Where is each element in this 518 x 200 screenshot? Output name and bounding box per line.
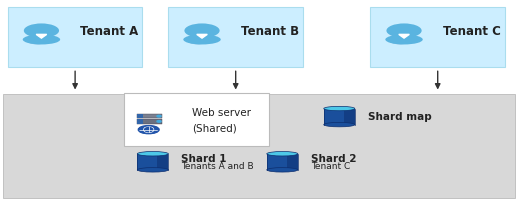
FancyBboxPatch shape bbox=[370, 8, 505, 68]
Polygon shape bbox=[399, 35, 409, 39]
Polygon shape bbox=[324, 109, 355, 125]
FancyBboxPatch shape bbox=[124, 94, 269, 146]
Text: Web server: Web server bbox=[192, 107, 251, 117]
Text: Tenant B: Tenant B bbox=[241, 25, 299, 37]
FancyBboxPatch shape bbox=[8, 8, 142, 68]
Ellipse shape bbox=[324, 123, 355, 127]
Ellipse shape bbox=[186, 35, 209, 45]
Text: Shard 2: Shard 2 bbox=[311, 153, 356, 163]
Ellipse shape bbox=[324, 107, 355, 111]
Text: Tenant A: Tenant A bbox=[80, 25, 138, 37]
Circle shape bbox=[157, 121, 161, 123]
Text: Tenants A and B: Tenants A and B bbox=[181, 161, 254, 170]
Ellipse shape bbox=[183, 35, 221, 45]
FancyBboxPatch shape bbox=[137, 114, 143, 119]
Ellipse shape bbox=[137, 152, 168, 156]
Text: Tenant C: Tenant C bbox=[311, 161, 350, 170]
Text: Shard 1: Shard 1 bbox=[181, 153, 227, 163]
Polygon shape bbox=[267, 154, 298, 170]
Ellipse shape bbox=[385, 35, 423, 45]
Polygon shape bbox=[157, 154, 168, 170]
Ellipse shape bbox=[267, 168, 298, 172]
Circle shape bbox=[157, 116, 161, 117]
Ellipse shape bbox=[386, 24, 422, 39]
Ellipse shape bbox=[267, 152, 298, 156]
FancyBboxPatch shape bbox=[137, 120, 143, 124]
Text: Shard map: Shard map bbox=[368, 111, 431, 121]
Ellipse shape bbox=[26, 35, 48, 45]
Polygon shape bbox=[344, 109, 355, 125]
Ellipse shape bbox=[137, 168, 168, 172]
Ellipse shape bbox=[23, 35, 60, 45]
Ellipse shape bbox=[184, 24, 220, 39]
FancyBboxPatch shape bbox=[168, 8, 303, 68]
Polygon shape bbox=[287, 154, 298, 170]
Polygon shape bbox=[137, 154, 168, 170]
Ellipse shape bbox=[388, 35, 411, 45]
Text: (Shared): (Shared) bbox=[192, 123, 236, 133]
FancyBboxPatch shape bbox=[137, 114, 162, 119]
Polygon shape bbox=[197, 35, 207, 39]
FancyBboxPatch shape bbox=[137, 120, 162, 124]
FancyBboxPatch shape bbox=[3, 95, 515, 198]
Polygon shape bbox=[36, 35, 47, 39]
Text: Tenant C: Tenant C bbox=[443, 25, 501, 37]
Ellipse shape bbox=[24, 24, 59, 39]
Circle shape bbox=[138, 126, 159, 134]
